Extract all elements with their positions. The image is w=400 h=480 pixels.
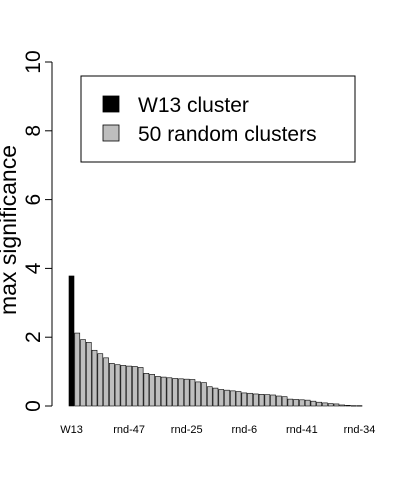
- bar-random: [195, 381, 202, 407]
- bar-random: [253, 393, 259, 407]
- x-tick-label: rnd-34: [344, 424, 376, 436]
- bar-random: [293, 399, 299, 407]
- bars: [68, 275, 363, 407]
- bar-random: [218, 389, 225, 407]
- bar-random: [103, 357, 109, 407]
- bar-random: [356, 405, 363, 407]
- bar-random: [149, 374, 155, 407]
- bar-random: [114, 364, 121, 407]
- legend: W13 cluster 50 random clusters: [80, 75, 356, 163]
- bar-random: [304, 399, 311, 407]
- bar-random: [287, 398, 294, 407]
- bar-random: [229, 390, 236, 407]
- y-tick-label: 2: [22, 331, 45, 343]
- y-tick-label: 6: [22, 194, 45, 206]
- bar-random: [201, 382, 207, 407]
- x-tick-label: rnd-6: [231, 424, 257, 436]
- x-tick-label: rnd-47: [113, 424, 145, 436]
- bar-random: [281, 396, 288, 407]
- y-axis-label: max significance: [0, 145, 21, 315]
- bar-random: [172, 378, 178, 407]
- bar-random: [333, 403, 340, 407]
- x-tick-label: rnd-25: [171, 424, 203, 436]
- bar-random: [322, 402, 328, 407]
- bar-random: [126, 365, 132, 407]
- bar-random: [189, 379, 196, 407]
- bar-w13: [68, 275, 75, 407]
- bar-random: [206, 386, 213, 407]
- x-tick-label: rnd-41: [286, 424, 318, 436]
- bar-random: [85, 342, 92, 407]
- bar-random: [212, 387, 219, 407]
- y-tick-label: 10: [22, 50, 45, 73]
- bar-random: [91, 349, 98, 407]
- y-tick-label: 8: [22, 125, 45, 137]
- legend-label-w13: W13 cluster: [138, 94, 249, 117]
- legend-swatch-random: [102, 124, 120, 142]
- y-axis: 0 2 4 6 8 10: [22, 50, 53, 412]
- bar-random: [350, 405, 357, 407]
- bar-random: [143, 373, 150, 407]
- bar-random: [80, 339, 86, 407]
- x-tick-label: W13: [60, 424, 83, 436]
- x-tick-labels: W13 rnd-47 rnd-25 rnd-6 rnd-41 rnd-34: [60, 424, 375, 436]
- bar-random: [327, 403, 334, 407]
- bar-random: [339, 404, 346, 407]
- bar-random: [316, 401, 322, 407]
- bar-random: [276, 395, 282, 407]
- bar-random: [247, 392, 253, 407]
- bar-random: [132, 366, 138, 407]
- bar-random: [97, 353, 104, 407]
- bar-random: [155, 376, 161, 407]
- bar-random: [345, 405, 351, 407]
- bar-random: [310, 400, 317, 407]
- bar-random: [270, 394, 276, 407]
- legend-label-random: 50 random clusters: [138, 123, 317, 146]
- legend-box: [80, 75, 356, 163]
- bar-random: [241, 392, 248, 407]
- bar-random: [264, 394, 271, 407]
- bar-random: [120, 365, 127, 407]
- y-tick-label: 4: [22, 262, 45, 274]
- bar-random: [74, 332, 81, 407]
- bar-random: [183, 378, 190, 407]
- bar-random: [166, 377, 173, 407]
- bar-random: [137, 367, 144, 407]
- bar-random: [160, 376, 167, 407]
- bar-random: [235, 391, 242, 407]
- bar-random: [258, 394, 265, 407]
- bar-random: [178, 378, 184, 407]
- bar-random: [109, 363, 115, 407]
- y-tick-label: 0: [22, 400, 45, 412]
- bar-random: [299, 399, 305, 407]
- legend-swatch-w13: [102, 95, 120, 113]
- bar-random: [224, 389, 230, 407]
